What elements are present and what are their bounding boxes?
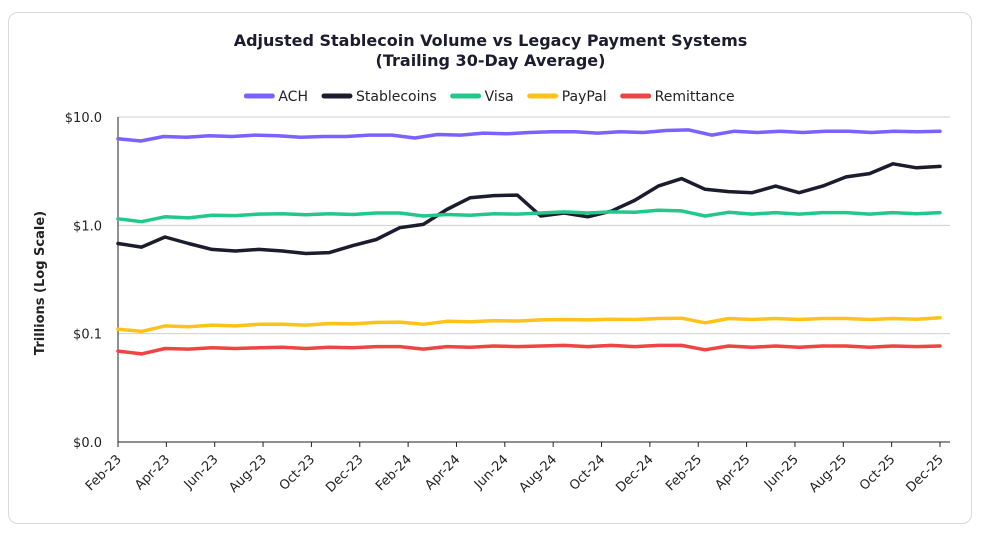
series-lines xyxy=(116,128,942,356)
x-tick-label: Oct-25 xyxy=(857,452,899,494)
gridlines xyxy=(118,116,950,443)
x-tick-label: Dec-23 xyxy=(323,452,366,495)
x-tick-label: Jun-24 xyxy=(471,452,512,493)
y-axis-ticks: $0.0 $0.1 $1.0 $10.0 xyxy=(65,111,102,451)
x-tick-label: Apr-24 xyxy=(422,452,463,493)
series-line-visa xyxy=(116,208,942,224)
chart-card xyxy=(8,12,972,524)
x-axis-ticks: Feb-23 Apr-23 Jun-23 Aug-23 Oct-23 Dec-23 Feb-… xyxy=(83,442,947,496)
series-line-remittance xyxy=(116,343,942,356)
x-tick-label: Apr-25 xyxy=(712,452,753,493)
x-tick-label: Aug-23 xyxy=(226,452,270,496)
x-tick-label: Aug-24 xyxy=(516,452,560,496)
series-line-ach xyxy=(116,128,942,143)
legend-label-ach: ACH xyxy=(278,89,308,105)
legend-label-visa: Visa xyxy=(485,89,514,105)
x-tick-label: Apr-23 xyxy=(132,452,173,493)
x-tick-label: Dec-24 xyxy=(613,452,656,495)
legend-label-paypal: PayPal xyxy=(562,89,607,105)
x-tick-label: Oct-23 xyxy=(277,452,319,494)
x-tick-label: Feb-24 xyxy=(373,452,415,494)
x-tick-label: Feb-25 xyxy=(663,452,705,494)
x-tick-label: Dec-25 xyxy=(903,452,946,495)
x-tick-label: Oct-24 xyxy=(567,452,609,494)
x-tick-label: Jun-23 xyxy=(181,452,222,493)
legend-label-remittance: Remittance xyxy=(655,89,735,105)
axes xyxy=(117,117,950,443)
y-tick-label: $1.0 xyxy=(73,219,102,234)
x-tick-label: Feb-23 xyxy=(83,452,125,494)
y-tick-label: $10.0 xyxy=(65,111,102,126)
y-tick-label: $0.0 xyxy=(73,436,102,451)
y-axis-label: Trillions (Log Scale) xyxy=(33,211,48,355)
legend-label-stablecoins: Stablecoins xyxy=(356,89,437,105)
x-tick-label: Aug-25 xyxy=(807,452,851,496)
legend: ACH Stablecoins Visa PayPal Remittance xyxy=(243,89,735,105)
y-tick-label: $0.1 xyxy=(73,328,102,343)
chart-subtitle: (Trailing 30-Day Average) xyxy=(375,51,606,70)
series-line-paypal xyxy=(116,316,942,334)
chart-title: Adjusted Stablecoin Volume vs Legacy Pay… xyxy=(233,31,748,50)
x-tick-label: Jun-25 xyxy=(761,452,802,493)
series-line-stablecoins xyxy=(116,162,942,256)
